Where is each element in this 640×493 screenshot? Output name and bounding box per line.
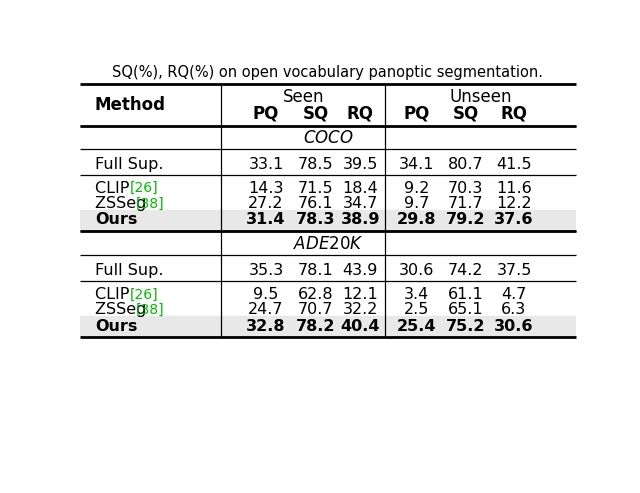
Text: 11.6: 11.6 bbox=[496, 181, 532, 196]
Text: ZSSeg: ZSSeg bbox=[95, 196, 152, 211]
Text: 76.1: 76.1 bbox=[298, 196, 333, 211]
Text: 78.3: 78.3 bbox=[296, 212, 335, 227]
Text: Ours: Ours bbox=[95, 318, 137, 334]
Text: 27.2: 27.2 bbox=[248, 196, 284, 211]
Text: 71.5: 71.5 bbox=[298, 181, 333, 196]
Text: 65.1: 65.1 bbox=[448, 302, 484, 317]
Text: 70.3: 70.3 bbox=[448, 181, 484, 196]
Text: 43.9: 43.9 bbox=[342, 263, 378, 278]
Text: 70.7: 70.7 bbox=[298, 302, 333, 317]
Text: RQ: RQ bbox=[347, 104, 374, 122]
Text: 37.6: 37.6 bbox=[494, 212, 534, 227]
Text: PQ: PQ bbox=[253, 104, 279, 122]
Text: [38]: [38] bbox=[136, 196, 164, 211]
Text: 25.4: 25.4 bbox=[397, 318, 436, 334]
Text: PQ: PQ bbox=[403, 104, 429, 122]
Text: Ours: Ours bbox=[95, 212, 137, 227]
Text: 4.7: 4.7 bbox=[501, 287, 527, 302]
Text: 32.2: 32.2 bbox=[342, 302, 378, 317]
Text: 33.1: 33.1 bbox=[248, 157, 284, 172]
Text: Seen: Seen bbox=[282, 88, 324, 106]
Text: $\it{ADE20K}$: $\it{ADE20K}$ bbox=[292, 235, 364, 253]
Text: 3.4: 3.4 bbox=[404, 287, 429, 302]
Text: 39.5: 39.5 bbox=[342, 157, 378, 172]
Text: [38]: [38] bbox=[136, 303, 164, 317]
Text: 9.5: 9.5 bbox=[253, 287, 278, 302]
Text: 74.2: 74.2 bbox=[448, 263, 484, 278]
Text: 79.2: 79.2 bbox=[446, 212, 486, 227]
Text: 18.4: 18.4 bbox=[342, 181, 378, 196]
Bar bbox=[80, 316, 576, 336]
Text: 34.7: 34.7 bbox=[342, 196, 378, 211]
Text: 78.2: 78.2 bbox=[296, 318, 335, 334]
Text: 61.1: 61.1 bbox=[448, 287, 484, 302]
Text: 9.7: 9.7 bbox=[404, 196, 429, 211]
Text: 80.7: 80.7 bbox=[448, 157, 484, 172]
Text: Full Sup.: Full Sup. bbox=[95, 157, 163, 172]
Text: 9.2: 9.2 bbox=[404, 181, 429, 196]
Text: SQ: SQ bbox=[452, 104, 479, 122]
Text: 31.4: 31.4 bbox=[246, 212, 285, 227]
Text: 78.1: 78.1 bbox=[298, 263, 333, 278]
Text: 37.5: 37.5 bbox=[496, 263, 532, 278]
Text: 2.5: 2.5 bbox=[404, 302, 429, 317]
Text: 71.7: 71.7 bbox=[448, 196, 484, 211]
Text: 40.4: 40.4 bbox=[340, 318, 380, 334]
Text: 29.8: 29.8 bbox=[397, 212, 436, 227]
Text: [26]: [26] bbox=[129, 287, 158, 302]
Text: Method: Method bbox=[95, 96, 166, 114]
Bar bbox=[80, 210, 576, 230]
Text: 62.8: 62.8 bbox=[298, 287, 333, 302]
Text: 30.6: 30.6 bbox=[494, 318, 534, 334]
Text: SQ(%), RQ(%) on open vocabulary panoptic segmentation.: SQ(%), RQ(%) on open vocabulary panoptic… bbox=[113, 65, 543, 80]
Text: [26]: [26] bbox=[129, 181, 158, 195]
Text: 34.1: 34.1 bbox=[399, 157, 434, 172]
Text: CLIP: CLIP bbox=[95, 287, 134, 302]
Text: 35.3: 35.3 bbox=[248, 263, 284, 278]
Text: Unseen: Unseen bbox=[449, 88, 512, 106]
Text: 14.3: 14.3 bbox=[248, 181, 284, 196]
Text: RQ: RQ bbox=[500, 104, 527, 122]
Text: 12.1: 12.1 bbox=[342, 287, 378, 302]
Text: 24.7: 24.7 bbox=[248, 302, 284, 317]
Text: 30.6: 30.6 bbox=[399, 263, 434, 278]
Text: SQ: SQ bbox=[303, 104, 329, 122]
Text: 6.3: 6.3 bbox=[501, 302, 527, 317]
Text: 75.2: 75.2 bbox=[446, 318, 486, 334]
Text: Full Sup.: Full Sup. bbox=[95, 263, 163, 278]
Text: 41.5: 41.5 bbox=[496, 157, 532, 172]
Text: 12.2: 12.2 bbox=[496, 196, 532, 211]
Text: 38.9: 38.9 bbox=[340, 212, 380, 227]
Text: ZSSeg: ZSSeg bbox=[95, 302, 152, 317]
Text: 32.8: 32.8 bbox=[246, 318, 285, 334]
Text: CLIP: CLIP bbox=[95, 181, 134, 196]
Text: $\it{COCO}$: $\it{COCO}$ bbox=[303, 129, 353, 147]
Text: 78.5: 78.5 bbox=[298, 157, 333, 172]
